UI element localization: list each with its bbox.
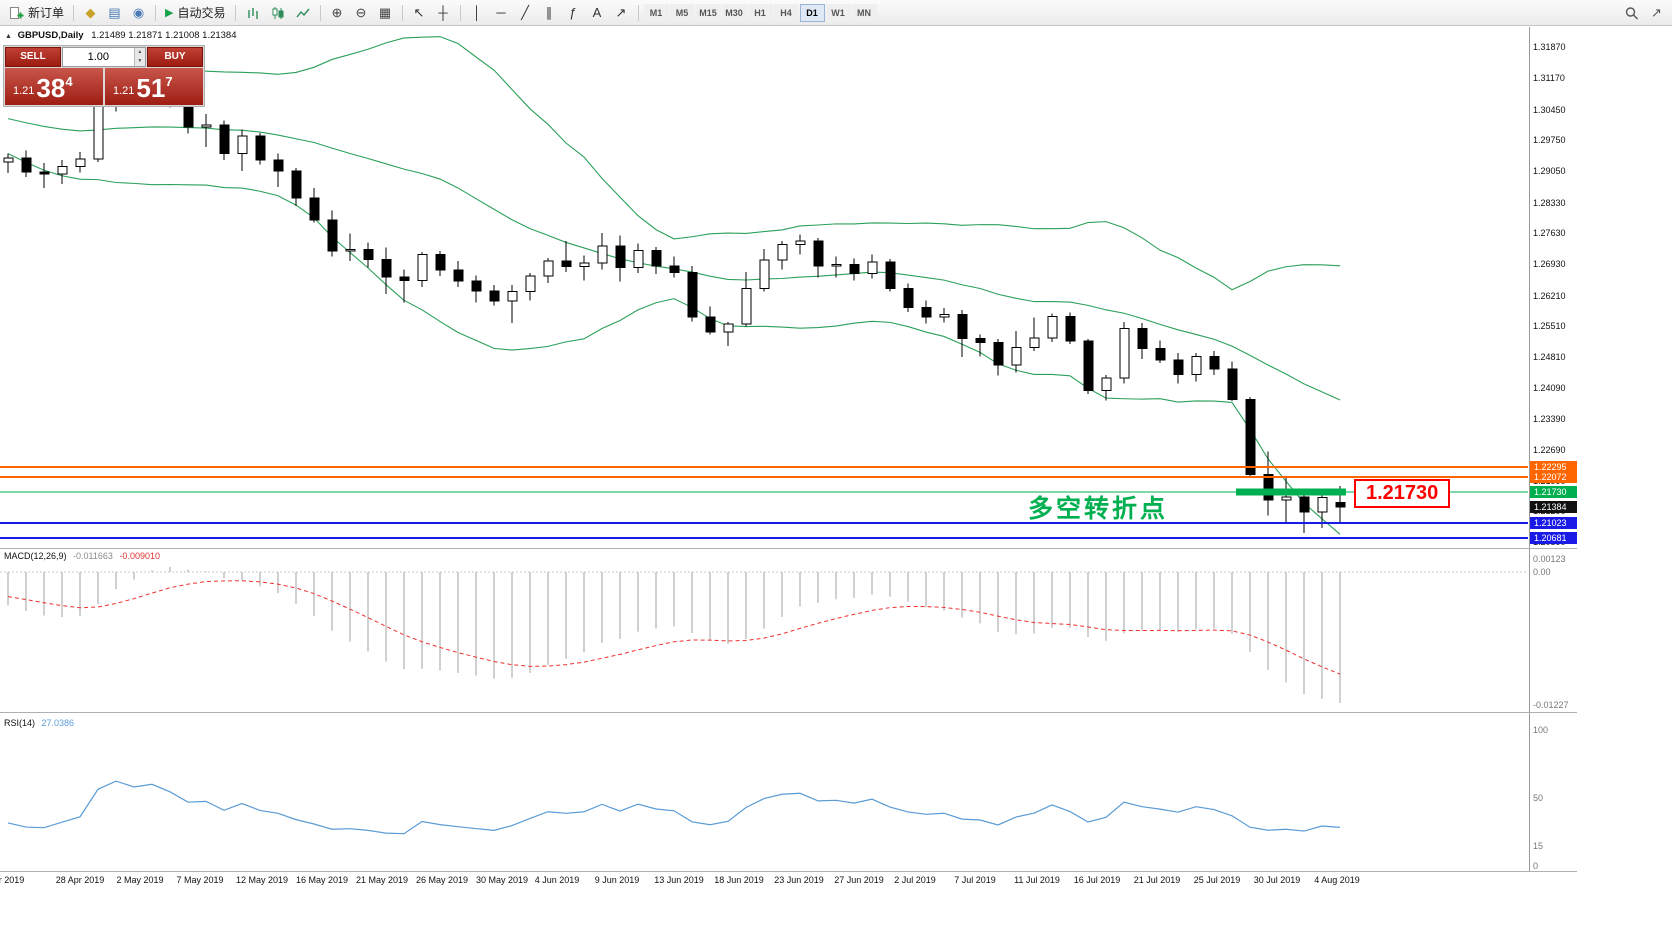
arrow-object-icon[interactable]: ↗ bbox=[610, 2, 633, 23]
volume-input[interactable] bbox=[63, 48, 134, 66]
panel-separator[interactable] bbox=[0, 712, 1577, 713]
volume-down-icon[interactable]: ▼ bbox=[134, 57, 145, 66]
trendline-icon[interactable]: ╱ bbox=[514, 2, 537, 23]
sell-price-tile[interactable]: 1.21 38 4 bbox=[5, 68, 103, 105]
navigator-icon[interactable]: ◉ bbox=[127, 2, 150, 23]
macd-indicator bbox=[0, 566, 1528, 703]
market-watch-icon[interactable]: ◆ bbox=[79, 2, 102, 23]
sell-price-main: 1.21 bbox=[13, 85, 35, 97]
timeframe-d1[interactable]: D1 bbox=[799, 3, 825, 22]
timeframe-m30[interactable]: M30 bbox=[721, 3, 747, 22]
rsi-indicator bbox=[7, 780, 1341, 835]
fibonacci-icon[interactable]: ƒ bbox=[562, 2, 585, 23]
trendline-icon: ╱ bbox=[521, 4, 529, 20]
toolbar-separator bbox=[319, 4, 321, 21]
zoom-out-icon[interactable]: ⊖ bbox=[350, 2, 373, 23]
macd-main-value: -0.011663 bbox=[73, 551, 113, 561]
zoom-out-icon: ⊖ bbox=[355, 4, 367, 20]
macd-signal-value: -0.009010 bbox=[119, 551, 160, 561]
toolbar-separator bbox=[459, 4, 461, 21]
toolbar-separator bbox=[401, 4, 403, 21]
bollinger-bands bbox=[7, 36, 1341, 535]
channel-icon: ∥ bbox=[545, 4, 553, 20]
data-window-icon: ▤ bbox=[108, 4, 121, 20]
volume-up-icon[interactable]: ▲ bbox=[134, 48, 145, 57]
ohlc-values: 1.21489 1.21871 1.21008 1.21384 bbox=[91, 30, 237, 41]
bar-chart-icon[interactable] bbox=[241, 2, 265, 23]
toolbar: 新订单 ◆ ▤ ◉ ▶ 自动交易 ⊕ ⊖ ▦ ↖ ┼ │ ─ ╱ ∥ ƒ A ↗ M1 M5 M15 M30 H1 H4 D1 W… bbox=[0, 0, 1672, 26]
grid-icon[interactable]: ▦ bbox=[374, 2, 397, 23]
data-window-icon[interactable]: ▤ bbox=[103, 2, 126, 23]
rsi-name: RSI(14) bbox=[4, 718, 36, 728]
timeframe-w1[interactable]: W1 bbox=[825, 3, 851, 22]
buy-price-main: 1.21 bbox=[113, 85, 135, 97]
zoom-in-icon[interactable]: ⊕ bbox=[326, 2, 349, 23]
buy-price-pip: 7 bbox=[165, 74, 173, 89]
text-label-icon[interactable]: A bbox=[586, 2, 609, 23]
collapse-panel-icon[interactable]: ▲ bbox=[5, 33, 12, 40]
new-order-label: 新订单 bbox=[28, 6, 65, 20]
autotrading-play-icon: ▶ bbox=[165, 7, 174, 19]
rsi-header: RSI(14) 27.0386 bbox=[4, 718, 74, 728]
grid-icon: ▦ bbox=[378, 4, 392, 20]
timeframe-m1[interactable]: M1 bbox=[643, 3, 669, 22]
fibonacci-icon: ƒ bbox=[569, 5, 577, 20]
horizontal-line-icon[interactable]: ─ bbox=[490, 2, 513, 23]
rsi-value: 27.0386 bbox=[41, 718, 75, 728]
sell-price-big: 38 bbox=[36, 73, 66, 103]
symbol-info: ▲ GBPUSD,Daily 1.21489 1.21871 1.21008 1… bbox=[5, 30, 237, 41]
one-click-trade-panel: SELL ▲ ▼ BUY 1.21 38 4 1.21 51 7 bbox=[3, 45, 205, 107]
crosshair-icon: ┼ bbox=[438, 5, 448, 20]
horizontal-levels[interactable] bbox=[0, 466, 1528, 540]
toolbar-separator bbox=[73, 4, 75, 21]
sell-price-pip: 4 bbox=[65, 74, 73, 89]
quick-nav-icon: ↗ bbox=[1651, 4, 1662, 20]
candle-chart-icon[interactable] bbox=[266, 2, 290, 23]
line-chart-icon[interactable] bbox=[291, 2, 315, 23]
autotrading-label: 自动交易 bbox=[177, 6, 226, 20]
toolbar-separator bbox=[155, 4, 157, 21]
timeframe-mn[interactable]: MN bbox=[851, 3, 877, 22]
vertical-line-icon: │ bbox=[472, 5, 482, 20]
navigator-icon: ◉ bbox=[132, 4, 145, 20]
new-order-button[interactable]: 新订单 bbox=[4, 2, 68, 23]
toolbar-separator bbox=[234, 4, 236, 21]
vertical-line-icon[interactable]: │ bbox=[466, 2, 489, 23]
price-callout-label[interactable]: 1.21730 bbox=[1354, 479, 1451, 508]
volume-field[interactable]: ▲ ▼ bbox=[62, 47, 146, 67]
cursor-icon: ↖ bbox=[413, 4, 425, 20]
search-icon[interactable] bbox=[1620, 2, 1644, 23]
toolbar-separator bbox=[637, 4, 639, 21]
timeframe-h4[interactable]: H4 bbox=[773, 3, 799, 22]
symbol-title: GBPUSD,Daily bbox=[17, 30, 84, 41]
timeframe-m15[interactable]: M15 bbox=[695, 3, 721, 22]
buy-price-big: 51 bbox=[136, 73, 166, 103]
market-watch-icon: ◆ bbox=[85, 4, 96, 20]
turning-point-annotation[interactable]: 多空转折点 bbox=[1028, 495, 1169, 523]
channel-icon[interactable]: ∥ bbox=[538, 2, 561, 23]
crosshair-icon[interactable]: ┼ bbox=[432, 2, 455, 23]
buy-price-tile[interactable]: 1.21 51 7 bbox=[105, 68, 203, 105]
text-label-icon: A bbox=[592, 5, 602, 20]
sell-button[interactable]: SELL bbox=[5, 47, 61, 67]
macd-name: MACD(12,26,9) bbox=[4, 551, 67, 561]
arrow-object-icon: ↗ bbox=[615, 4, 627, 20]
buy-button[interactable]: BUY bbox=[147, 47, 203, 67]
cursor-icon[interactable]: ↖ bbox=[408, 2, 431, 23]
autotrading-button[interactable]: ▶ 自动交易 bbox=[161, 2, 229, 23]
panel-separator[interactable] bbox=[0, 548, 1577, 549]
timeframe-m5[interactable]: M5 bbox=[669, 3, 695, 22]
panel-separator[interactable] bbox=[0, 871, 1577, 872]
timeframe-h1[interactable]: H1 bbox=[747, 3, 773, 22]
macd-header: MACD(12,26,9) -0.011663 -0.009010 bbox=[4, 551, 160, 561]
horizontal-line-icon: ─ bbox=[496, 5, 506, 20]
zoom-in-icon: ⊕ bbox=[331, 4, 343, 20]
price-axis-border bbox=[1529, 27, 1530, 872]
quick-nav-icon[interactable]: ↗ bbox=[1645, 2, 1668, 23]
